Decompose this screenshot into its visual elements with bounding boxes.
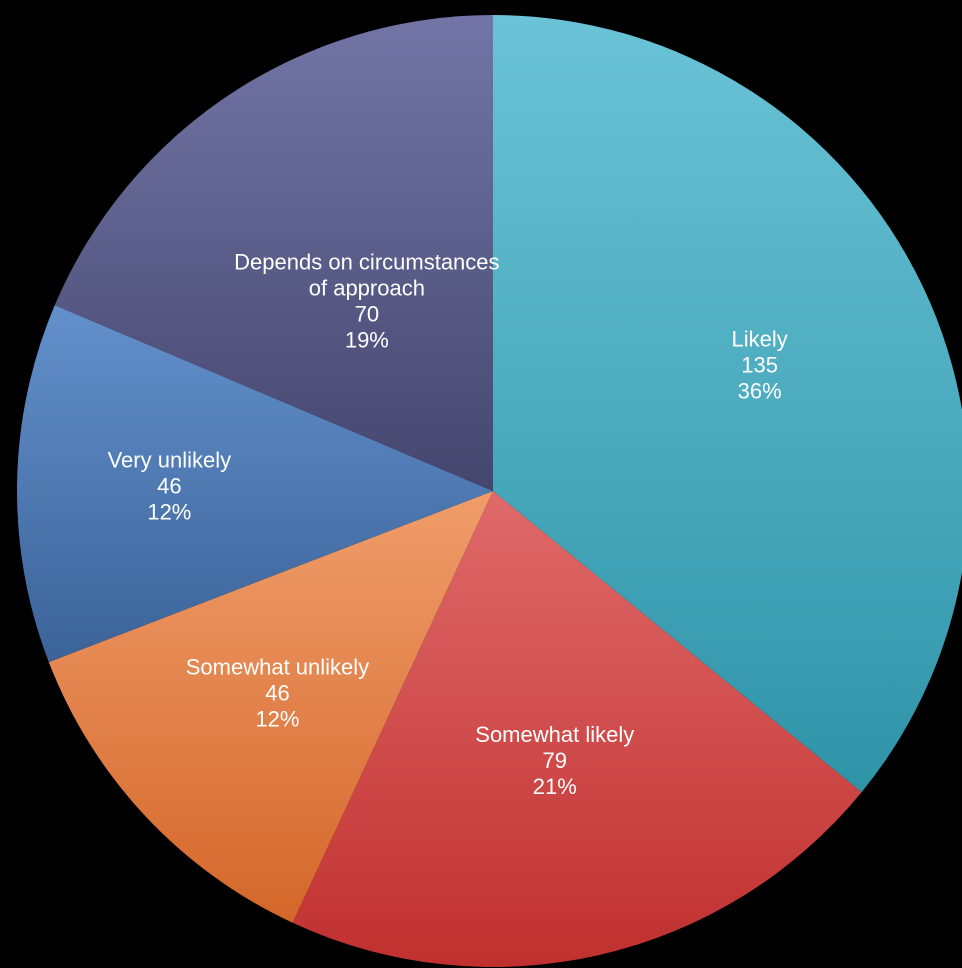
slice-label-text: Depends on circumstances — [234, 249, 499, 274]
pie-slice-somewhat-likely — [292, 491, 862, 967]
pie-slices — [16, 15, 962, 967]
slice-label-very-unlikely: Very unlikely 46 12% — [108, 448, 232, 525]
slice-label-somewhat-unlikely: Somewhat unlikely 46 12% — [186, 655, 369, 732]
slice-percent-text: 12% — [147, 500, 191, 525]
pie-slice-likely — [493, 15, 962, 793]
slice-percent-text: 12% — [255, 707, 299, 732]
slice-label-depends-on-circumstances: Depends on circumstances of approach 70 19% — [234, 249, 499, 352]
slice-value-text: 70 — [355, 301, 379, 326]
slice-percent-text: 21% — [533, 774, 577, 799]
slice-percent-text: 19% — [345, 327, 389, 352]
slice-value-text: 79 — [543, 748, 567, 773]
slice-value-text: 46 — [265, 681, 289, 706]
slice-value-text: 135 — [741, 353, 778, 378]
slice-label-likely: Likely 135 36% — [732, 327, 788, 404]
slice-label-text: Somewhat unlikely — [186, 655, 369, 680]
pie-slice-depends-on-circumstances — [54, 15, 493, 491]
pie-slice-somewhat-unlikely — [48, 491, 493, 923]
slice-value-text: 46 — [157, 474, 181, 499]
slice-label-somewhat-likely: Somewhat likely 79 21% — [475, 722, 634, 799]
pie-slice-very-unlikely — [16, 305, 493, 663]
slice-label-text: Very unlikely — [108, 448, 232, 473]
slice-label-text: Somewhat likely — [475, 722, 634, 747]
pie-labels: Likely 135 36%Somewhat likely 79 21%Somewhat… — [108, 249, 788, 799]
slice-percent-text: 36% — [738, 379, 782, 404]
slice-label-text: of approach — [309, 275, 425, 300]
slice-label-text: Likely — [732, 327, 788, 352]
